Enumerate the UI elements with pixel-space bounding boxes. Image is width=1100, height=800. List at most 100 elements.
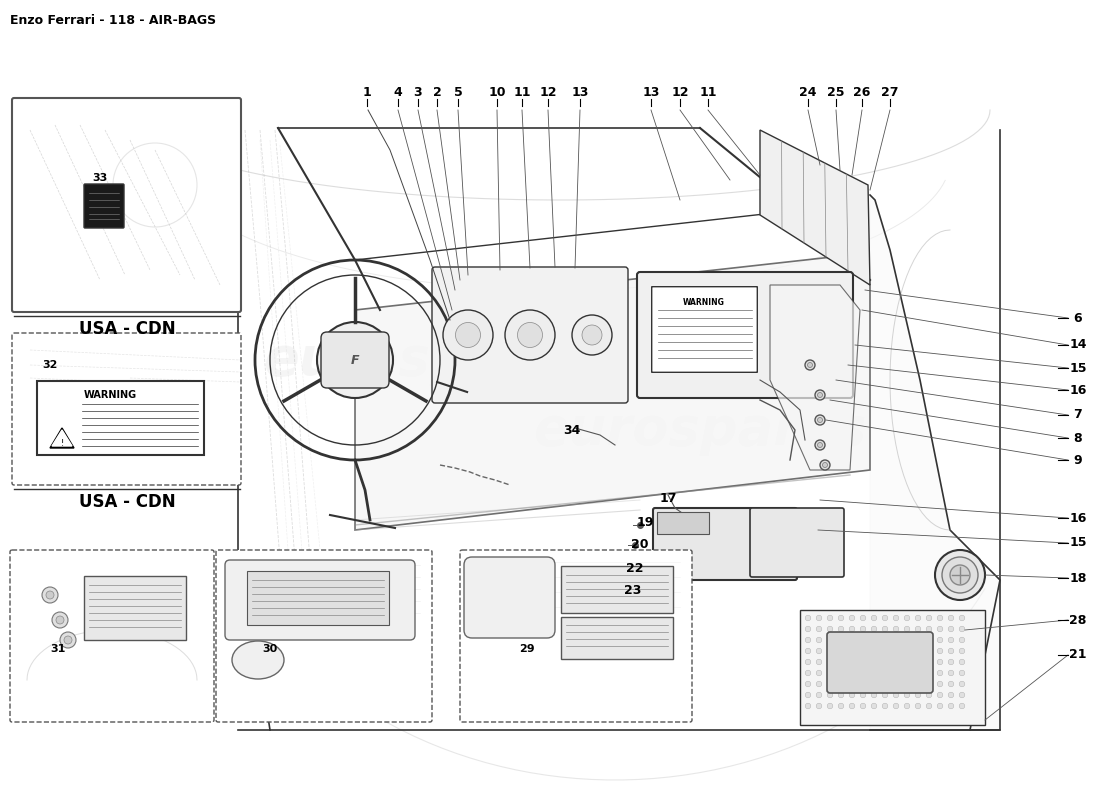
Text: 29: 29 (519, 644, 535, 654)
Text: 12: 12 (671, 86, 689, 98)
Circle shape (838, 659, 844, 665)
Text: eurospares: eurospares (263, 334, 596, 386)
FancyBboxPatch shape (10, 550, 214, 722)
Circle shape (893, 648, 899, 654)
FancyBboxPatch shape (657, 512, 710, 534)
Circle shape (904, 703, 910, 709)
Circle shape (827, 692, 833, 698)
Circle shape (942, 557, 978, 593)
Circle shape (926, 615, 932, 621)
Text: 16: 16 (1069, 511, 1087, 525)
Circle shape (871, 626, 877, 632)
Circle shape (817, 442, 823, 447)
FancyBboxPatch shape (12, 333, 241, 485)
Circle shape (882, 648, 888, 654)
Circle shape (849, 670, 855, 676)
Circle shape (817, 418, 823, 422)
Circle shape (46, 591, 54, 599)
FancyBboxPatch shape (248, 571, 389, 625)
Circle shape (882, 703, 888, 709)
Circle shape (893, 659, 899, 665)
Bar (800, 610, 984, 725)
Circle shape (838, 670, 844, 676)
Circle shape (871, 659, 877, 665)
Text: 7: 7 (1074, 409, 1082, 422)
Circle shape (838, 703, 844, 709)
Circle shape (815, 440, 825, 450)
FancyBboxPatch shape (216, 550, 432, 722)
Circle shape (805, 626, 811, 632)
Circle shape (937, 637, 943, 643)
Circle shape (959, 659, 965, 665)
Text: 18: 18 (1069, 571, 1087, 585)
Circle shape (42, 587, 58, 603)
Circle shape (937, 681, 943, 686)
Circle shape (805, 648, 811, 654)
Circle shape (871, 681, 877, 686)
Text: 32: 32 (42, 360, 57, 370)
Circle shape (915, 659, 921, 665)
Text: 4: 4 (394, 86, 403, 98)
Circle shape (838, 692, 844, 698)
Ellipse shape (232, 641, 284, 679)
Circle shape (882, 670, 888, 676)
Circle shape (849, 692, 855, 698)
Circle shape (860, 670, 866, 676)
Circle shape (950, 565, 970, 585)
Circle shape (505, 310, 556, 360)
Circle shape (815, 390, 825, 400)
Circle shape (827, 681, 833, 686)
Circle shape (827, 637, 833, 643)
Circle shape (915, 626, 921, 632)
Circle shape (816, 615, 822, 621)
Circle shape (948, 670, 954, 676)
FancyBboxPatch shape (653, 508, 798, 580)
Circle shape (893, 615, 899, 621)
Circle shape (882, 626, 888, 632)
Circle shape (805, 681, 811, 686)
Text: 13: 13 (642, 86, 660, 98)
Circle shape (443, 310, 493, 360)
FancyBboxPatch shape (37, 381, 204, 455)
Circle shape (871, 637, 877, 643)
Circle shape (816, 626, 822, 632)
Circle shape (849, 681, 855, 686)
Circle shape (926, 648, 932, 654)
Circle shape (893, 703, 899, 709)
FancyBboxPatch shape (84, 184, 124, 228)
Text: F: F (351, 354, 360, 366)
Circle shape (926, 692, 932, 698)
Circle shape (915, 670, 921, 676)
Circle shape (52, 612, 68, 628)
Circle shape (882, 681, 888, 686)
FancyBboxPatch shape (321, 332, 389, 388)
Circle shape (317, 322, 393, 398)
Polygon shape (50, 428, 74, 448)
Circle shape (805, 637, 811, 643)
Circle shape (904, 670, 910, 676)
Circle shape (893, 670, 899, 676)
Circle shape (816, 659, 822, 665)
Text: 16: 16 (1069, 383, 1087, 397)
Text: 11: 11 (514, 86, 530, 98)
Text: 28: 28 (1069, 614, 1087, 626)
Circle shape (959, 703, 965, 709)
Circle shape (60, 632, 76, 648)
Circle shape (582, 325, 602, 345)
Circle shape (882, 692, 888, 698)
Text: 8: 8 (1074, 431, 1082, 445)
Text: 34: 34 (563, 423, 581, 437)
Circle shape (871, 670, 877, 676)
Text: eurospares: eurospares (534, 404, 867, 456)
Circle shape (860, 648, 866, 654)
Circle shape (893, 692, 899, 698)
Text: 33: 33 (92, 173, 108, 183)
Circle shape (860, 659, 866, 665)
FancyBboxPatch shape (84, 576, 186, 640)
Circle shape (937, 670, 943, 676)
Circle shape (838, 681, 844, 686)
Circle shape (805, 360, 815, 370)
Text: USA - CDN: USA - CDN (79, 493, 175, 511)
Circle shape (904, 648, 910, 654)
Text: 21: 21 (1069, 649, 1087, 662)
